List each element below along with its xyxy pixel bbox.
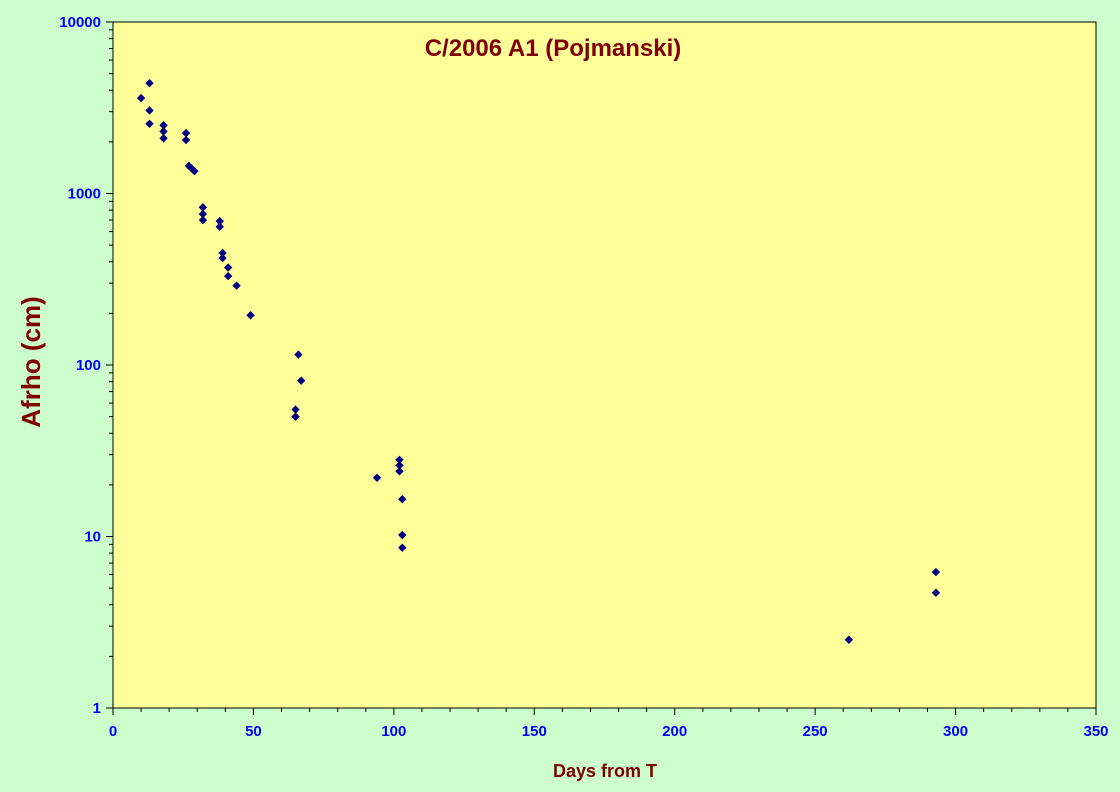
data-point [223, 263, 233, 272]
data-point [395, 455, 404, 465]
data-point [136, 93, 146, 103]
y-axis-label: Afrho (cm) [16, 296, 46, 427]
data-point [294, 350, 303, 359]
data-point [145, 106, 154, 115]
x-tick-label: 350 [1083, 723, 1108, 740]
data-point [395, 461, 404, 470]
data-point [372, 473, 382, 482]
data-point [198, 215, 208, 225]
y-tick-label: 1 [93, 700, 101, 717]
data-point [159, 121, 168, 130]
data-point [931, 567, 941, 577]
x-tick-label: 200 [662, 723, 687, 740]
data-point [181, 135, 191, 145]
data-point [296, 376, 306, 385]
data-point [159, 134, 168, 143]
y-tick-label: 100 [76, 357, 101, 374]
data-point [181, 128, 191, 138]
data-point [246, 311, 255, 320]
data-point [232, 281, 241, 290]
data-points [136, 78, 941, 644]
x-tick-label: 0 [109, 723, 117, 740]
x-tick-label: 50 [245, 723, 262, 740]
data-point [291, 412, 300, 421]
data-point [218, 253, 227, 263]
data-point [145, 119, 154, 128]
data-point [198, 209, 208, 219]
axis-ticks: 0 50 100 150 200 250 300 350 1 10 100 1000 10000 [59, 14, 1108, 740]
x-tick-label: 150 [522, 723, 547, 740]
data-point [223, 271, 233, 281]
data-point [395, 467, 404, 476]
y-tick-label: 1000 [68, 186, 101, 203]
data-point [398, 530, 407, 540]
data-point [159, 127, 168, 136]
data-point [931, 588, 941, 597]
x-tick-label: 300 [943, 723, 968, 740]
data-point [398, 495, 407, 504]
data-point [291, 405, 300, 414]
data-point [190, 166, 199, 176]
data-point [145, 78, 154, 88]
x-tick-label: 250 [803, 723, 828, 740]
data-point [215, 216, 224, 226]
y-tick-label: 10 [84, 529, 101, 546]
chart-title: C/2006 A1 (Pojmanski) [425, 35, 682, 62]
data-point [215, 222, 224, 231]
data-point [844, 635, 854, 644]
data-point [218, 248, 227, 258]
x-axis-label: Days from T [553, 761, 657, 781]
x-tick-label: 100 [381, 723, 406, 740]
data-point [198, 203, 208, 212]
y-tick-label: 10000 [59, 14, 101, 31]
data-point [398, 543, 407, 552]
plot-area [112, 21, 1097, 709]
